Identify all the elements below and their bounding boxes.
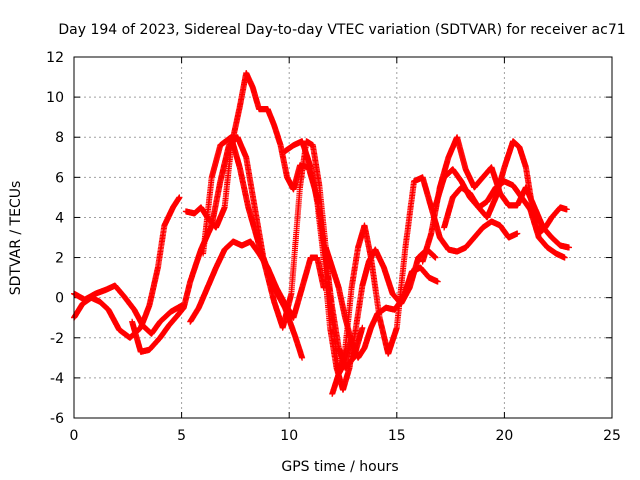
chart-title: Day 194 of 2023, Sidereal Day-to-day VTE… bbox=[58, 22, 625, 38]
data-points bbox=[71, 70, 572, 397]
data-point-sat-b bbox=[176, 194, 183, 201]
y-tick-label: 0 bbox=[55, 291, 64, 307]
x-tick-label: 20 bbox=[495, 428, 513, 444]
x-tick-label: 10 bbox=[280, 428, 298, 444]
x-tick-label: 15 bbox=[388, 428, 406, 444]
x-tick-label: 25 bbox=[603, 428, 621, 444]
grid bbox=[74, 57, 612, 418]
y-tick-label: 10 bbox=[46, 90, 64, 106]
x-tick-label: 5 bbox=[177, 428, 186, 444]
y-tick-label: 8 bbox=[55, 130, 64, 146]
y-tick-label: 4 bbox=[55, 210, 64, 226]
axis-ticks: -6 -4 -2 0 2 4 6 8 10 12 0 5 10 15 20 25 bbox=[46, 50, 621, 444]
y-tick-label: -4 bbox=[50, 371, 64, 387]
x-tick-label: 0 bbox=[70, 428, 79, 444]
data-point-sat-c bbox=[299, 354, 306, 361]
y-tick-label: 2 bbox=[55, 251, 64, 267]
y-tick-label: -6 bbox=[50, 411, 64, 427]
y-tick-label: 12 bbox=[46, 50, 64, 66]
y-tick-label: 6 bbox=[55, 170, 64, 186]
y-tick-label: -2 bbox=[50, 331, 64, 347]
